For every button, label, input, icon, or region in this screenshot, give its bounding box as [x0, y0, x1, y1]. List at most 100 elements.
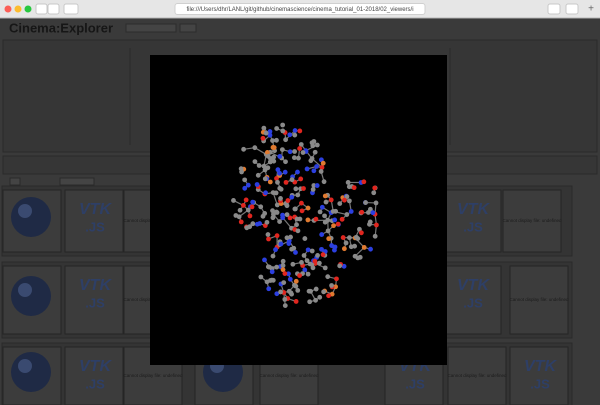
- atom: [305, 217, 311, 223]
- atom: [265, 232, 271, 237]
- atom: [333, 284, 338, 290]
- atom: [282, 303, 288, 308]
- atom: [271, 154, 277, 160]
- atom: [242, 185, 248, 191]
- page-select[interactable]: [9, 177, 21, 186]
- atom: [285, 198, 291, 203]
- atom: [299, 200, 304, 206]
- tabs-button[interactable]: [565, 3, 579, 15]
- atom: [267, 179, 273, 185]
- atom: [295, 228, 301, 234]
- atom: [274, 291, 280, 297]
- logo-text: VTK: [457, 201, 490, 218]
- atom: [329, 283, 334, 288]
- atom: [319, 165, 325, 170]
- atom: [300, 150, 306, 155]
- atom: [308, 158, 314, 164]
- atom: [281, 280, 287, 286]
- atom: [305, 205, 311, 211]
- dropdown[interactable]: [125, 23, 177, 33]
- atom: [318, 169, 324, 174]
- atom: [269, 269, 275, 275]
- button[interactable]: [179, 23, 197, 33]
- logo-text: .JS: [85, 376, 105, 391]
- atom: [237, 207, 243, 213]
- new-tab-button[interactable]: +: [588, 4, 594, 15]
- atom: [301, 253, 307, 258]
- atom: [287, 132, 293, 138]
- atom: [274, 264, 280, 270]
- atom: [345, 180, 351, 185]
- viewer-modal[interactable]: [150, 55, 447, 365]
- sphere-image: [11, 197, 51, 237]
- atom: [314, 142, 320, 148]
- atom: [242, 177, 248, 183]
- cell: [509, 265, 569, 335]
- atom: [279, 147, 285, 153]
- atom: [374, 222, 379, 228]
- atom: [357, 226, 362, 232]
- atom: [275, 179, 280, 185]
- atom: [304, 258, 310, 264]
- atom: [321, 289, 327, 295]
- atom: [319, 232, 325, 237]
- results-select[interactable]: [59, 177, 95, 186]
- atom: [238, 219, 244, 225]
- atom: [282, 296, 288, 302]
- atom: [278, 289, 283, 295]
- atom: [307, 299, 313, 305]
- minimize-button[interactable]: [14, 5, 22, 13]
- sidebar-button[interactable]: [63, 3, 79, 15]
- molecule-render: [231, 122, 379, 308]
- atom: [322, 219, 328, 225]
- atom: [280, 128, 286, 134]
- atom: [267, 129, 273, 134]
- atom: [323, 199, 329, 205]
- atom: [291, 155, 297, 161]
- atom: [314, 183, 320, 188]
- atom: [346, 235, 352, 241]
- atom: [274, 210, 280, 215]
- atom: [319, 204, 325, 210]
- cell-message: Cannot display file: undefined: [502, 218, 562, 223]
- atom: [322, 265, 328, 271]
- atom: [332, 217, 338, 223]
- logo-text: .JS: [463, 295, 483, 310]
- atom: [355, 236, 361, 241]
- url-bar[interactable]: [174, 3, 426, 15]
- cell: [442, 189, 502, 253]
- atom: [295, 169, 300, 175]
- atom: [267, 132, 273, 138]
- atom: [292, 128, 298, 133]
- app-title: Cinema:Explorer: [9, 20, 113, 35]
- forward-button[interactable]: [47, 3, 60, 15]
- atom: [344, 194, 350, 200]
- atom: [274, 233, 280, 239]
- atom: [265, 153, 271, 159]
- close-button[interactable]: [4, 5, 12, 13]
- atom: [310, 187, 316, 192]
- back-button[interactable]: [35, 3, 48, 15]
- atom: [255, 172, 261, 178]
- atom: [241, 146, 247, 152]
- atom: [280, 267, 286, 273]
- atom: [358, 230, 364, 236]
- cell-message: Cannot display file: undefined: [259, 373, 319, 378]
- logo-text: .JS: [405, 376, 425, 391]
- atom: [295, 287, 301, 293]
- atom: [262, 176, 268, 182]
- atom: [313, 297, 318, 303]
- atom: [302, 267, 308, 273]
- atom: [254, 182, 260, 187]
- share-button[interactable]: [547, 3, 561, 15]
- atom: [299, 208, 305, 214]
- atom: [245, 207, 251, 213]
- atom: [287, 215, 293, 221]
- atom: [297, 273, 302, 279]
- atom: [249, 204, 255, 210]
- zoom-button[interactable]: [24, 5, 32, 13]
- atom: [296, 155, 301, 161]
- atom: [306, 288, 312, 294]
- atom: [274, 137, 279, 143]
- atom: [287, 276, 293, 282]
